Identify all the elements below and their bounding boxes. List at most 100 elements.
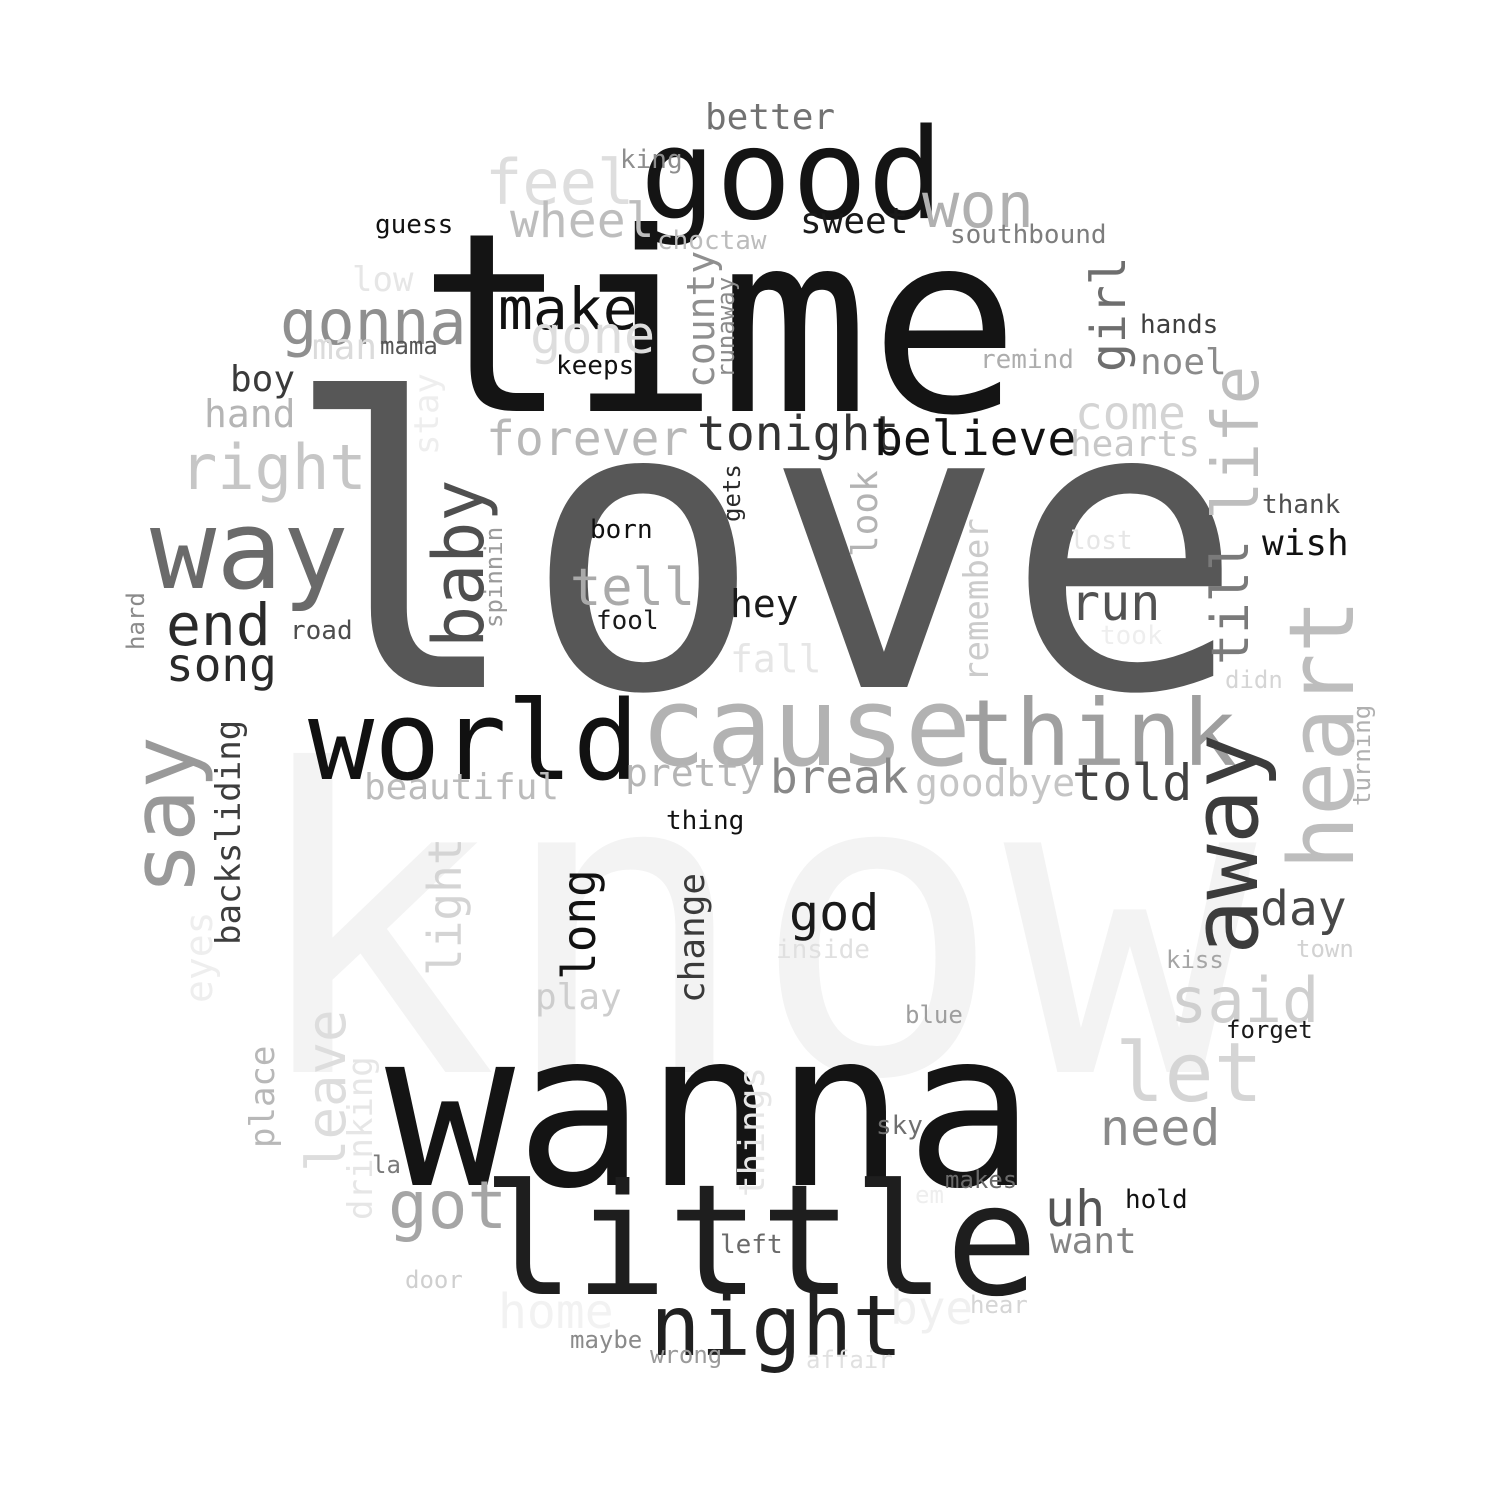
word-left: left — [720, 1230, 783, 1260]
word-god: god — [789, 884, 880, 942]
word-blue: blue — [905, 1001, 963, 1029]
word-play: play — [535, 977, 622, 1018]
word-wish: wish — [1262, 523, 1349, 564]
word-goodbye: goodbye — [915, 761, 1076, 805]
word-stay: stay — [407, 373, 447, 455]
word-think: think — [960, 680, 1237, 787]
word-door: door — [405, 1266, 463, 1294]
word-won: won — [922, 169, 1034, 242]
word-didn: didn — [1225, 666, 1283, 694]
word-thank: thank — [1262, 490, 1341, 520]
word-wanna: wanna — [385, 985, 1036, 1236]
word-right: right — [180, 431, 367, 504]
word-king: king — [620, 145, 683, 175]
word-hard: hard — [122, 592, 150, 650]
word-boy: boy — [230, 359, 296, 400]
word-spinnin: spinnin — [480, 526, 508, 628]
word-good: good — [640, 101, 944, 248]
word-better: better — [705, 97, 836, 138]
word-keeps: keeps — [556, 351, 635, 381]
word-drinking: drinking — [341, 1056, 381, 1220]
word-away: away — [1172, 733, 1279, 955]
word-guess: guess — [375, 210, 454, 240]
word-hear: hear — [970, 1291, 1028, 1319]
word-tell: tell — [570, 558, 696, 618]
word-makes: makes — [945, 1166, 1018, 1194]
word-choctaw: choctaw — [657, 226, 767, 256]
word-change: change — [672, 872, 713, 1003]
word-song: song — [166, 638, 277, 692]
word-say: say — [112, 736, 215, 895]
word-said: said — [1170, 964, 1320, 1037]
word-beautiful: beautiful — [364, 767, 560, 808]
word-inside: inside — [776, 935, 870, 965]
word-bye: bye — [890, 1281, 974, 1335]
word-wheel: wheel — [510, 193, 655, 249]
word-sweet: sweet — [800, 201, 909, 242]
word-way: way — [150, 486, 349, 614]
word-cause: cause — [640, 663, 972, 791]
word-forget: forget — [1226, 1016, 1313, 1044]
word-long: long — [552, 869, 606, 980]
word-things: things — [732, 1066, 773, 1197]
word-em: em — [915, 1181, 944, 1209]
word-remind: remind — [980, 345, 1074, 375]
word-forever: forever — [486, 411, 689, 467]
word-light: light — [418, 837, 472, 976]
word-noel: noel — [1140, 342, 1227, 383]
word-town: town — [1296, 935, 1354, 963]
word-hey: hey — [730, 582, 799, 626]
word-know: know — [245, 683, 1257, 1172]
word-hold: hold — [1125, 1185, 1188, 1215]
word-born: born — [590, 515, 653, 545]
word-hearts: hearts — [1070, 424, 1201, 465]
word-gonna: gonna — [280, 286, 467, 359]
word-believe: believe — [874, 411, 1077, 467]
word-took: took — [1100, 621, 1163, 651]
word-till: till — [1201, 539, 1261, 665]
word-runaway: runaway — [712, 276, 740, 378]
word-world: world — [308, 677, 640, 805]
word-fall: fall — [730, 637, 822, 681]
word-road: road — [290, 616, 353, 646]
word-told: told — [1072, 754, 1193, 812]
word-night: night — [650, 1277, 903, 1375]
word-let: let — [1115, 1026, 1264, 1121]
word-wrong: wrong — [650, 1341, 723, 1369]
word-hands: hands — [1140, 310, 1219, 340]
word-kiss: kiss — [1166, 946, 1224, 974]
word-day: day — [1260, 881, 1347, 937]
word-girl: girl — [1081, 256, 1137, 372]
word-run: run — [1070, 574, 1161, 632]
word-time: time — [418, 179, 1021, 470]
word-pretty: pretty — [625, 751, 763, 795]
word-got: got — [388, 1167, 508, 1244]
word-tonight: tonight — [697, 406, 900, 462]
word-little: little — [482, 1152, 1039, 1331]
word-life: life — [1200, 365, 1274, 520]
word-southbound: southbound — [950, 220, 1107, 250]
word-fool: fool — [596, 606, 659, 636]
word-end: end — [166, 591, 271, 659]
word-lost: lost — [1070, 526, 1133, 556]
word-home: home — [498, 1284, 614, 1340]
word-maybe: maybe — [570, 1326, 643, 1354]
word-want: want — [1050, 1221, 1137, 1262]
word-sky: sky — [876, 1111, 923, 1141]
word-love: love — [282, 317, 1246, 782]
word-man: man — [312, 327, 378, 368]
word-gets: gets — [718, 464, 746, 522]
word-turning: turning — [1348, 704, 1376, 806]
word-need: need — [1100, 1099, 1221, 1157]
word-place: place — [243, 1045, 283, 1148]
word-come: come — [1075, 386, 1186, 440]
word-remember: remember — [957, 518, 997, 682]
word-break: break — [770, 750, 909, 804]
word-thing: thing — [666, 806, 745, 836]
word-look: look — [845, 470, 886, 557]
word-feel: feel — [485, 146, 635, 219]
word-la: la — [372, 1151, 401, 1179]
word-hand: hand — [204, 392, 296, 436]
word-make: make — [498, 275, 638, 343]
